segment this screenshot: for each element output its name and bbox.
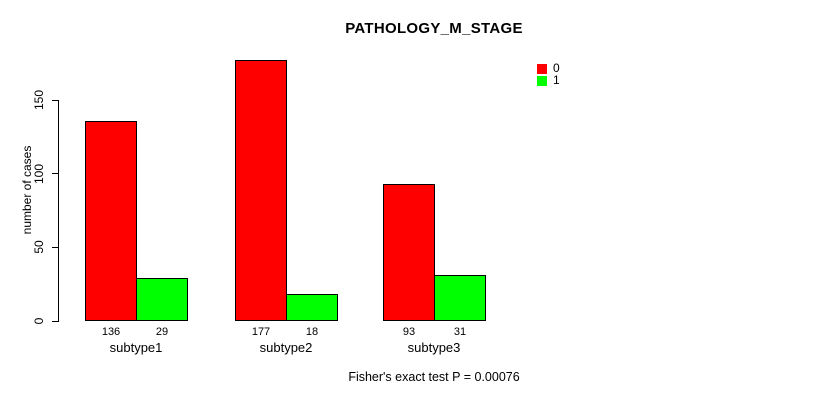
- bar-subtype2-series-0: [235, 60, 287, 321]
- bar-value-label-subtype2-series-0: 177: [251, 326, 271, 338]
- legend-label-0: 0: [553, 61, 560, 75]
- y-tick-label-100: 100: [32, 163, 46, 184]
- y-tick-mark-0: [52, 320, 58, 322]
- y-tick-mark-100: [52, 173, 58, 175]
- chart-title: PATHOLOGY_M_STAGE: [345, 20, 523, 37]
- bar-subtype2-series-1: [286, 294, 338, 321]
- category-label-subtype1: subtype1: [109, 340, 163, 355]
- bar-value-label-subtype1-series-1: 29: [155, 326, 169, 338]
- bar-subtype3-series-0: [383, 184, 435, 321]
- fisher-test-annotation: Fisher's exact test P = 0.00076: [348, 370, 520, 384]
- y-tick-label-150: 150: [32, 89, 46, 111]
- legend-label-1: 1: [553, 73, 560, 87]
- bar-subtype3-series-1: [434, 275, 486, 321]
- legend-swatch-1: [537, 75, 547, 86]
- category-label-subtype3: subtype3: [407, 340, 461, 355]
- y-tick-mark-50: [52, 246, 58, 248]
- y-tick-label-50: 50: [32, 240, 46, 255]
- y-tick-label-0: 0: [32, 317, 46, 325]
- bar-subtype1-series-0: [85, 121, 137, 321]
- bar-value-label-subtype3-series-1: 31: [453, 326, 467, 338]
- y-axis-line: [58, 100, 59, 322]
- bar-value-label-subtype1-series-0: 136: [101, 326, 121, 338]
- category-label-subtype2: subtype2: [259, 340, 313, 355]
- legend-row-1: 1: [537, 73, 560, 87]
- bar-value-label-subtype2-series-1: 18: [305, 326, 319, 338]
- legend-row-0: 0: [537, 61, 560, 75]
- legend-swatch-0: [537, 63, 547, 74]
- y-axis-label: number of cases: [20, 145, 34, 235]
- bar-value-label-subtype3-series-0: 93: [402, 326, 416, 338]
- bar-subtype1-series-1: [136, 278, 188, 321]
- y-tick-mark-150: [52, 99, 58, 101]
